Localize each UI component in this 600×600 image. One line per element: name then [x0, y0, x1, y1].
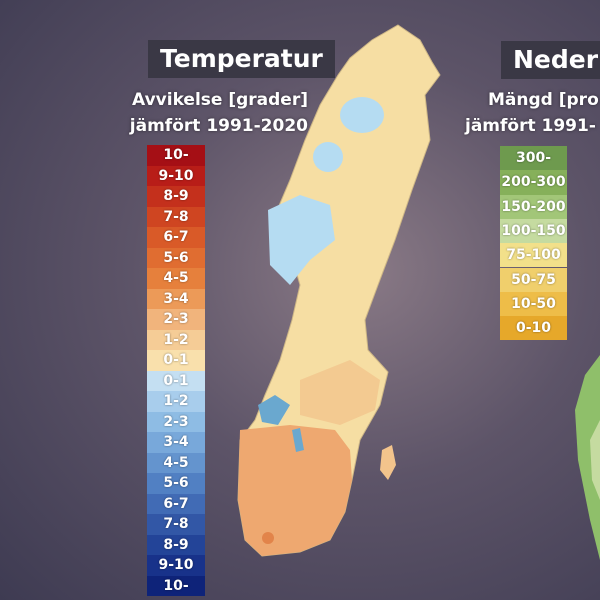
legend-item: 9-10 — [147, 555, 205, 576]
legend-item: 0-10 — [500, 316, 567, 341]
legend-item: 200-300 — [500, 170, 567, 195]
legend-item: 2-3 — [147, 309, 205, 330]
legend-item: 5-6 — [147, 473, 205, 494]
lake — [292, 428, 304, 452]
legend-item: 300- — [500, 146, 567, 171]
legend-item: 1-2 — [147, 329, 205, 350]
legend-item: 50-75 — [500, 267, 567, 292]
lake — [258, 395, 290, 425]
warm-spot — [262, 532, 274, 544]
legend-item: 8-9 — [147, 534, 205, 555]
cold-area — [340, 97, 384, 133]
legend-item: 10- — [147, 575, 205, 596]
legend-item: 150-200 — [500, 194, 567, 219]
gotland — [380, 445, 396, 480]
south-warm-region — [238, 425, 352, 556]
legend-item: 6-7 — [147, 227, 205, 248]
legend-subtitle: Avvikelse [grader] — [132, 90, 308, 110]
legend-item: 7-8 — [147, 514, 205, 535]
legend-title: Nederb — [501, 41, 600, 79]
legend-item: 5-6 — [147, 247, 205, 268]
legend-item: 6-7 — [147, 493, 205, 514]
legend-item: 75-100 — [500, 243, 567, 268]
neighbor-map — [575, 355, 600, 560]
legend-item: 10-50 — [500, 291, 567, 317]
legend-item: 0-1 — [147, 370, 205, 391]
legend-item: 9-10 — [147, 165, 205, 186]
legend-subtitle: jämfört 1991- — [465, 116, 596, 136]
cold-area — [313, 142, 343, 172]
legend-item: 8-9 — [147, 186, 205, 207]
east-warm-region — [300, 360, 380, 425]
neighbor-map — [590, 420, 600, 500]
legend-item: 0-1 — [147, 350, 205, 371]
legend-item: 4-5 — [147, 268, 205, 289]
legend-item: 1-2 — [147, 391, 205, 412]
legend-item: 10- — [147, 145, 205, 166]
legend-item: 100-150 — [500, 218, 567, 244]
legend-title: Temperatur — [148, 40, 335, 78]
legend-item: 3-4 — [147, 288, 205, 309]
legend-item: 7-8 — [147, 206, 205, 227]
legend-subtitle: Mängd [pro — [488, 90, 599, 110]
legend-item: 3-4 — [147, 432, 205, 453]
legend-subtitle: jämfört 1991-2020 — [129, 116, 308, 136]
cold-area — [268, 195, 335, 285]
legend-item: 2-3 — [147, 411, 205, 432]
legend-item: 4-5 — [147, 452, 205, 473]
